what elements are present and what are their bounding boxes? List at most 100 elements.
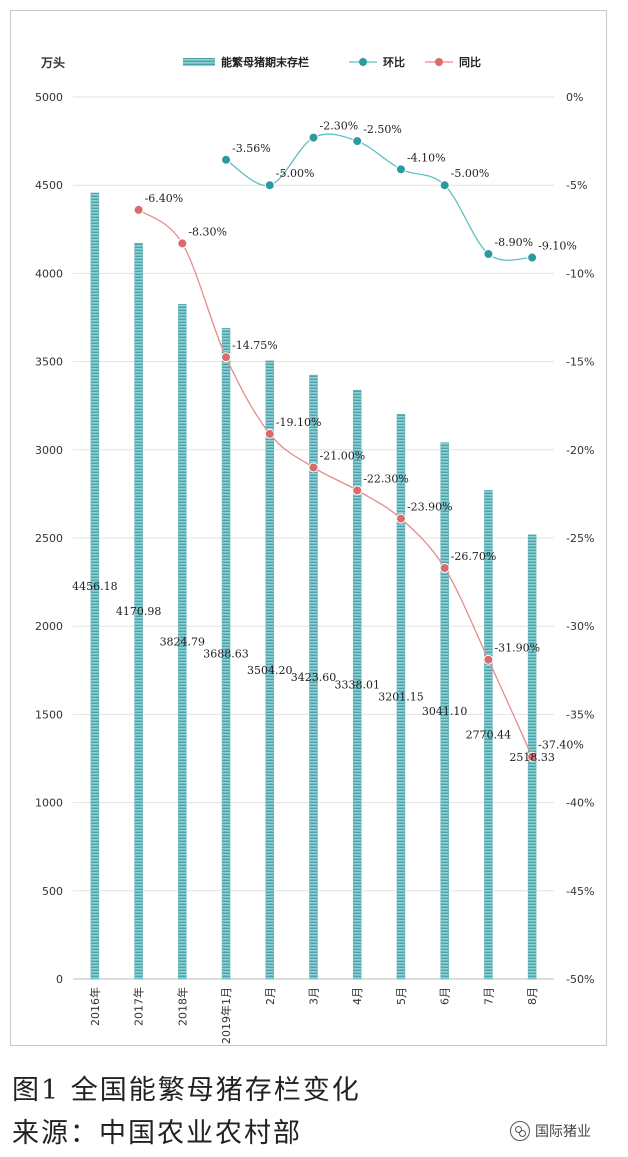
x-category-label: 2月 [264,987,277,1005]
bar [178,304,187,980]
yoy-point [308,462,319,473]
legend-bar-swatch [183,58,215,66]
bar [484,490,493,980]
yoy-value-label: -19.10% [276,416,322,429]
yoy-value-label: -14.75% [232,339,278,352]
y-left-tick-label: 3500 [35,356,63,369]
y-right-tick-label: -50% [566,973,594,986]
y-left-unit-label: 万头 [40,55,65,70]
mom-value-label: -2.50% [363,123,402,136]
mom-value-label: -3.56% [232,142,271,155]
mom-point [395,164,406,175]
x-category-label: 4月 [351,987,364,1005]
y-left-tick-label: 1000 [35,797,63,810]
x-category-label: 5月 [395,987,408,1005]
legend-yoy-marker [435,58,443,66]
yoy-value-label: -37.40% [538,739,584,752]
yoy-value-label: -26.70% [451,550,497,563]
bar-value-label: 3201.15 [378,691,424,704]
bar [309,374,318,980]
figure-caption-source: 来源：中国农业农村部 [12,1118,302,1149]
bar-value-label: 3041.10 [422,705,468,718]
mom-point [308,132,319,143]
x-category-label: 2017年 [132,987,146,1026]
y-right-tick-label: -35% [566,708,594,721]
bar [265,360,275,980]
bar [352,389,362,980]
mom-point [483,248,494,259]
mom-point [352,136,363,147]
mom-point [527,252,538,263]
yoy-value-label: -8.30% [188,225,227,238]
mom-point [439,180,450,191]
yoy-value-label: -6.40% [145,192,184,205]
mom-value-label: -4.10% [407,151,446,164]
bar-value-label: 3504.20 [247,664,293,677]
y-left-tick-label: 2000 [35,620,63,633]
y-right-tick-label: -15% [566,356,594,369]
figure-caption-title: 图1 全国能繁母猪存栏变化 [12,1075,361,1106]
bar-value-label: 3423.60 [291,671,337,684]
bar-value-label: 4170.98 [116,605,162,618]
mom-value-label: -5.00% [276,167,315,180]
bar-value-label: 2518.33 [509,751,555,764]
bar-value-label: 2770.44 [466,729,512,742]
yoy-value-label: -22.30% [363,472,409,485]
bar [440,442,449,980]
yoy-point [133,204,144,215]
x-category-label: 2019年1月 [219,987,233,1044]
wechat-icon [510,1121,530,1141]
bar-value-label: 3338.01 [334,679,380,692]
watermark: 国际猪业 [510,1121,591,1141]
chart-frame: 0 500 1000 1500 2000 2500 3000 3500 4000 4500 5000… [10,10,607,1046]
bar-value-label: 3688.63 [203,648,249,661]
mom-line [225,133,533,261]
y-left-tick-label: 0 [56,973,63,986]
x-category-label: 8月 [526,987,539,1005]
y-left-tick-label: 500 [42,885,63,898]
mom-point [221,154,232,165]
y-left-tick-label: 2500 [35,532,63,545]
y-right-tick-label: -30% [566,620,594,633]
y-left-tick-label: 4000 [35,267,63,280]
watermark-text: 国际猪业 [535,1124,591,1140]
bar [90,192,100,980]
x-category-label: 6月 [439,987,452,1005]
legend-yoy-label: 同比 [459,55,481,69]
yoy-point [483,654,494,665]
mom-value-label: -8.90% [494,236,533,249]
y-right-tick-label: -20% [566,444,594,457]
y-right-tick-label: -5% [566,179,587,192]
mom-value-label: -2.30% [320,120,359,133]
bar-value-label: 3824.79 [160,636,206,649]
y-right-tick-label: -45% [566,885,594,898]
x-category-label: 2016年 [88,987,102,1026]
bar-value-label: 4456.18 [72,580,118,593]
yoy-point [221,352,232,363]
yoy-value-label: -21.00% [320,449,366,462]
yoy-point [439,562,450,573]
yoy-value-label: -23.90% [407,501,453,514]
y-left-tick-label: 1500 [35,708,63,721]
legend-mom-marker [359,58,367,66]
y-right-tick-label: -10% [566,267,594,280]
x-category-label: 2018年 [175,987,189,1026]
yoy-point [352,485,363,496]
yoy-point [264,428,275,439]
bar [134,242,143,980]
sow-inventory-chart: 0 500 1000 1500 2000 2500 3000 3500 4000 4500 5000… [35,55,594,1044]
x-category-label: 3月 [308,987,321,1005]
mom-value-label: -9.10% [538,240,577,253]
y-left-tick-label: 4500 [35,179,63,192]
bar [221,328,231,980]
x-category-label: 7月 [482,987,495,1005]
mom-point [264,180,275,191]
bar [396,414,406,980]
y-left-tick-label: 5000 [35,91,63,104]
legend-mom-label: 环比 [383,55,405,69]
mom-value-label: -5.00% [451,167,490,180]
legend-bar-label: 能繁母猪期末存栏 [221,55,309,69]
y-right-tick-label: -25% [566,532,594,545]
yoy-value-label: -31.90% [494,642,540,655]
yoy-point [177,238,188,249]
